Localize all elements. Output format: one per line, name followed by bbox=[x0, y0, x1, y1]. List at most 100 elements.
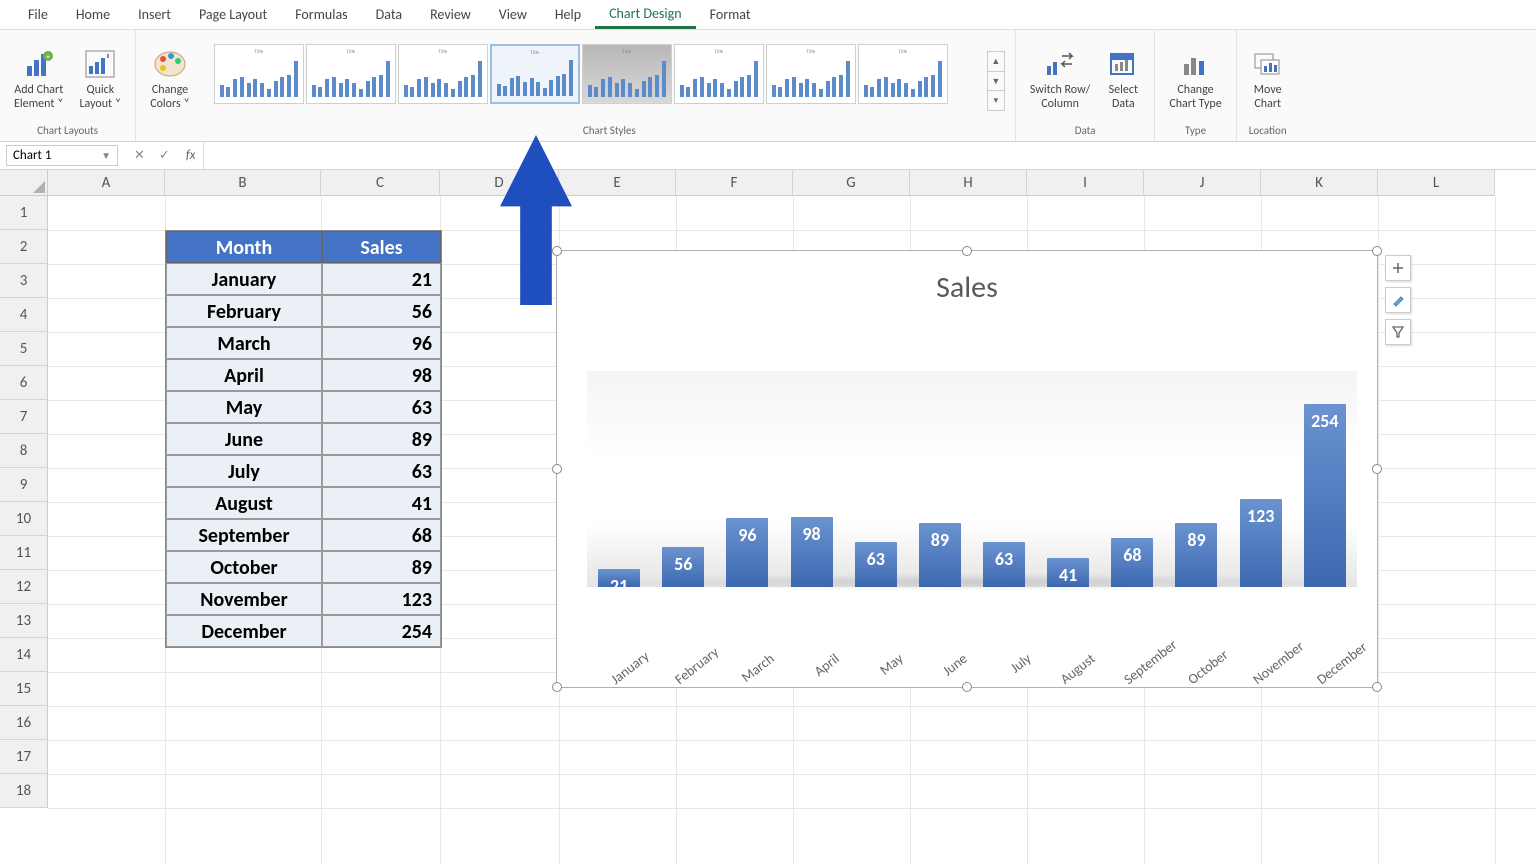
chart-style-thumb[interactable]: Title bbox=[766, 44, 856, 104]
chart-bar[interactable]: 63 bbox=[983, 542, 1025, 587]
table-cell[interactable]: August bbox=[166, 487, 322, 519]
col-header[interactable]: F bbox=[676, 170, 793, 196]
tab-file[interactable]: File bbox=[14, 2, 62, 27]
chart-bar[interactable]: 21 bbox=[598, 569, 640, 587]
table-cell[interactable]: 56 bbox=[322, 295, 441, 327]
table-cell[interactable]: September bbox=[166, 519, 322, 551]
chart-resize-handle[interactable] bbox=[962, 246, 972, 256]
chart-bar[interactable]: 96 bbox=[726, 518, 768, 587]
row-header[interactable]: 6 bbox=[0, 366, 48, 400]
tab-help[interactable]: Help bbox=[541, 2, 595, 27]
chart-bar[interactable]: 123 bbox=[1240, 499, 1282, 587]
tab-chart-design[interactable]: Chart Design bbox=[595, 1, 695, 29]
cancel-icon[interactable]: ✕ bbox=[134, 148, 145, 163]
chart-style-thumb[interactable]: Title bbox=[306, 44, 396, 104]
table-cell[interactable]: April bbox=[166, 359, 322, 391]
table-cell[interactable]: March bbox=[166, 327, 322, 359]
col-header[interactable]: L bbox=[1378, 170, 1495, 196]
table-cell[interactable]: 98 bbox=[322, 359, 441, 391]
table-cell[interactable]: 89 bbox=[322, 551, 441, 583]
col-header[interactable]: K bbox=[1261, 170, 1378, 196]
chart-bar[interactable]: 89 bbox=[919, 523, 961, 587]
table-cell[interactable]: 63 bbox=[322, 455, 441, 487]
change-chart-type-button[interactable]: Change Chart Type bbox=[1165, 45, 1225, 114]
gallery-up-icon[interactable]: ▲ bbox=[988, 52, 1004, 72]
table-cell[interactable]: July bbox=[166, 455, 322, 487]
chart-resize-handle[interactable] bbox=[552, 464, 562, 474]
add-chart-element-button[interactable]: + Add Chart Element ˅ bbox=[10, 45, 68, 114]
enter-icon[interactable]: ✓ bbox=[159, 148, 170, 163]
tab-page-layout[interactable]: Page Layout bbox=[185, 2, 281, 27]
switch-row-column-button[interactable]: Switch Row/ Column bbox=[1026, 45, 1094, 114]
row-header[interactable]: 16 bbox=[0, 706, 48, 740]
quick-layout-button[interactable]: Quick Layout ˅ bbox=[76, 45, 126, 114]
chart-resize-handle[interactable] bbox=[1372, 246, 1382, 256]
gallery-scroll[interactable]: ▲ ▼ ▾ bbox=[987, 51, 1005, 111]
table-cell[interactable]: 89 bbox=[322, 423, 441, 455]
row-header[interactable]: 14 bbox=[0, 638, 48, 672]
chart-bar[interactable]: 41 bbox=[1047, 558, 1089, 587]
row-header[interactable]: 9 bbox=[0, 468, 48, 502]
chart-resize-handle[interactable] bbox=[962, 682, 972, 692]
gallery-more-icon[interactable]: ▾ bbox=[988, 91, 1004, 110]
col-header[interactable]: H bbox=[910, 170, 1027, 196]
chart-brush-button[interactable] bbox=[1385, 287, 1411, 313]
chart-bar[interactable]: 254 bbox=[1304, 404, 1346, 587]
col-header[interactable]: J bbox=[1144, 170, 1261, 196]
table-cell[interactable]: 96 bbox=[322, 327, 441, 359]
table-cell[interactable]: November bbox=[166, 583, 322, 615]
col-header[interactable]: G bbox=[793, 170, 910, 196]
row-header[interactable]: 2 bbox=[0, 230, 48, 264]
col-header[interactable]: E bbox=[559, 170, 676, 196]
table-cell[interactable]: 123 bbox=[322, 583, 441, 615]
plot-area[interactable]: 21569698638963416889123254 bbox=[587, 371, 1357, 587]
embedded-chart[interactable]: Sales 21569698638963416889123254 January… bbox=[556, 250, 1378, 688]
chart-bars[interactable]: 21569698638963416889123254 bbox=[587, 371, 1357, 587]
row-header[interactable]: 10 bbox=[0, 502, 48, 536]
row-header[interactable]: 1 bbox=[0, 196, 48, 230]
chart-resize-handle[interactable] bbox=[1372, 464, 1382, 474]
table-cell[interactable]: January bbox=[166, 263, 322, 295]
chart-style-thumb[interactable]: Title bbox=[858, 44, 948, 104]
select-all-corner[interactable] bbox=[0, 170, 48, 196]
table-cell[interactable]: February bbox=[166, 295, 322, 327]
row-header[interactable]: 18 bbox=[0, 774, 48, 808]
row-header[interactable]: 13 bbox=[0, 604, 48, 638]
chart-funnel-button[interactable] bbox=[1385, 319, 1411, 345]
row-header[interactable]: 7 bbox=[0, 400, 48, 434]
col-header[interactable]: A bbox=[48, 170, 165, 196]
table-cell[interactable]: 63 bbox=[322, 391, 441, 423]
table-cell[interactable]: 68 bbox=[322, 519, 441, 551]
gallery-down-icon[interactable]: ▼ bbox=[988, 72, 1004, 92]
row-headers[interactable]: 123456789101112131415161718 bbox=[0, 196, 48, 808]
chart-style-thumb[interactable]: Title bbox=[582, 44, 672, 104]
chart-style-thumb[interactable]: Title bbox=[398, 44, 488, 104]
table-header-cell[interactable]: Month bbox=[166, 231, 322, 263]
chart-resize-handle[interactable] bbox=[552, 682, 562, 692]
chart-bar[interactable]: 89 bbox=[1175, 523, 1217, 587]
tab-format[interactable]: Format bbox=[696, 2, 765, 27]
table-cell[interactable]: 254 bbox=[322, 615, 441, 647]
data-table[interactable]: MonthSalesJanuary21February56March96Apri… bbox=[165, 230, 442, 648]
chart-bar[interactable]: 56 bbox=[662, 547, 704, 587]
table-cell[interactable]: May bbox=[166, 391, 322, 423]
chart-style-thumb[interactable]: Title bbox=[674, 44, 764, 104]
chart-style-thumb[interactable]: Title bbox=[214, 44, 304, 104]
tab-home[interactable]: Home bbox=[62, 2, 124, 27]
tab-review[interactable]: Review bbox=[416, 2, 485, 27]
name-box[interactable]: Chart 1 ▼ bbox=[6, 145, 118, 166]
row-header[interactable]: 4 bbox=[0, 298, 48, 332]
tab-formulas[interactable]: Formulas bbox=[281, 2, 361, 27]
chart-title[interactable]: Sales bbox=[557, 251, 1377, 306]
row-header[interactable]: 11 bbox=[0, 536, 48, 570]
row-header[interactable]: 12 bbox=[0, 570, 48, 604]
row-header[interactable]: 8 bbox=[0, 434, 48, 468]
name-box-dropdown-icon[interactable]: ▼ bbox=[101, 149, 111, 162]
formula-input[interactable] bbox=[203, 142, 1536, 169]
table-cell[interactable]: 21 bbox=[322, 263, 441, 295]
table-cell[interactable]: 41 bbox=[322, 487, 441, 519]
fx-icon[interactable]: fx bbox=[180, 148, 196, 163]
table-cell[interactable]: October bbox=[166, 551, 322, 583]
row-header[interactable]: 5 bbox=[0, 332, 48, 366]
chart-bar[interactable]: 98 bbox=[791, 517, 833, 588]
